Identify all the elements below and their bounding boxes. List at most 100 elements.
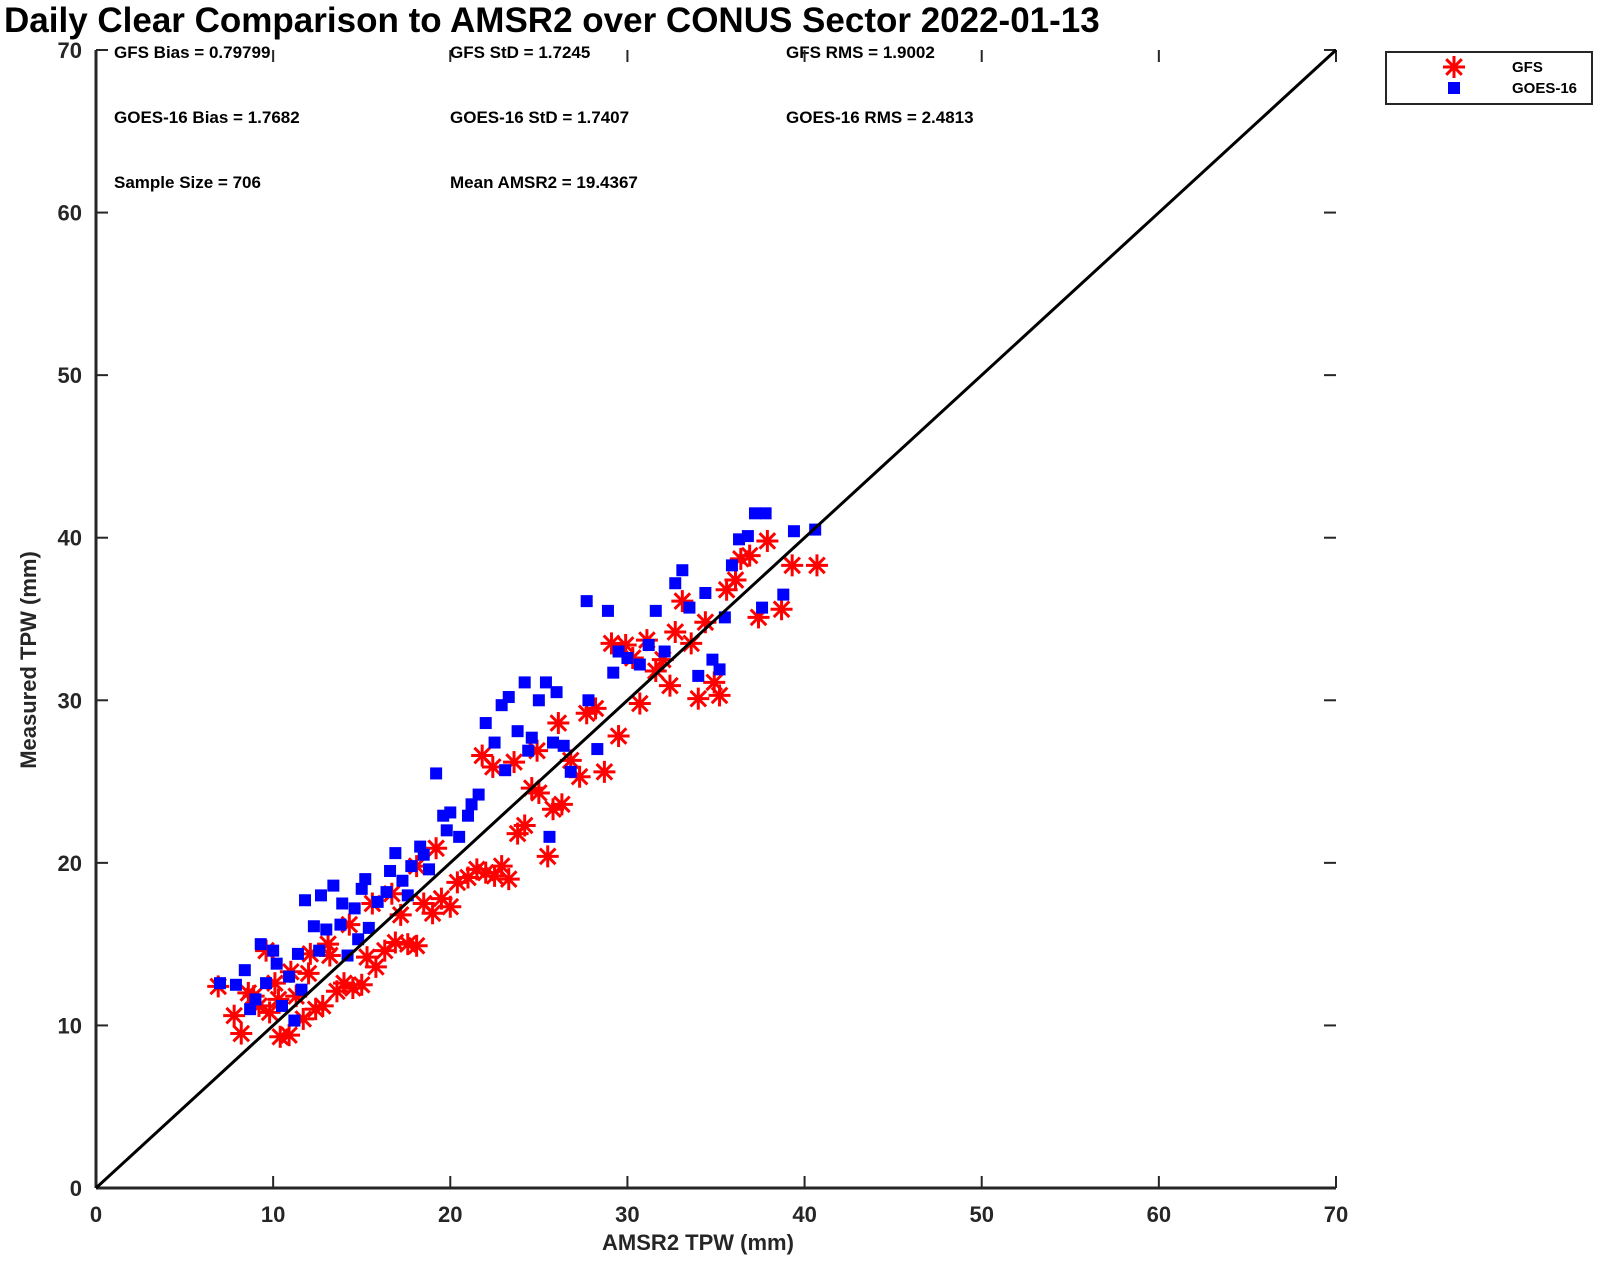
x-tick-label: 30 [615, 1202, 639, 1227]
x-tick-label: 20 [438, 1202, 462, 1227]
goes16-point [229, 978, 242, 991]
goes16-point [692, 669, 705, 682]
goes16-point [336, 897, 349, 910]
data-points-layer [207, 507, 828, 1048]
y-tick-label: 10 [58, 1013, 82, 1038]
stat-text: GOES-16 Bias = 1.7682 [114, 108, 300, 127]
goes16-point [465, 798, 478, 811]
goes16-point [355, 882, 368, 895]
goes16-point [320, 923, 333, 936]
stat-text: GOES-16 RMS = 2.4813 [786, 108, 974, 127]
y-tick-label: 60 [58, 201, 82, 226]
gfs-point [536, 845, 559, 868]
goes16-point [725, 559, 738, 572]
gfs-point [439, 895, 462, 918]
goes16-point [479, 717, 492, 730]
y-axis-ticks: 0 10 20 30 40 50 60 70 [58, 38, 1336, 1201]
goes16-point [260, 977, 273, 990]
gfs-point [364, 955, 387, 978]
goes16-point [642, 639, 655, 652]
goes16-point [759, 507, 772, 520]
x-tick-label: 70 [1324, 1202, 1348, 1227]
goes16-point [499, 764, 512, 777]
gfs-point [756, 529, 779, 552]
stat-text: Mean AMSR2 = 19.4367 [450, 173, 638, 192]
goes16-point [371, 895, 384, 908]
goes16-point [472, 788, 485, 801]
goes16-point [295, 983, 308, 996]
goes16-point [462, 809, 474, 822]
gfs-point [664, 621, 687, 644]
gfs-point [258, 1001, 281, 1024]
goes16-point [405, 860, 418, 873]
goes16-point [756, 601, 769, 614]
x-tick-label: 10 [261, 1202, 285, 1227]
gfs-point [350, 973, 373, 996]
goes16-point [249, 993, 262, 1006]
goes16-point [502, 691, 515, 704]
goes16-point [244, 1003, 257, 1016]
goes16-point [440, 824, 453, 837]
gfs-point [628, 692, 651, 715]
goes16-point [557, 739, 570, 752]
goes16-point [699, 586, 712, 599]
gfs-point [738, 544, 761, 567]
goes16-point [396, 874, 409, 887]
goes16-point [591, 743, 604, 756]
legend-box [1385, 51, 1593, 105]
y-tick-label: 30 [58, 688, 82, 713]
gfs-point [658, 674, 681, 697]
goes16-point [633, 658, 646, 671]
goes16-point [307, 920, 320, 933]
gfs-point [607, 725, 630, 748]
goes16-point [270, 957, 283, 970]
goes16-point [313, 944, 326, 957]
y-tick-label: 0 [70, 1176, 82, 1201]
gfs-point [708, 684, 731, 707]
goes16-point [582, 694, 595, 707]
legend: GFS GOES-16 [1385, 51, 1593, 105]
goes16-point [359, 873, 372, 886]
goes16-point [543, 830, 556, 843]
goes16-point [291, 947, 304, 960]
x-tick-label: 50 [969, 1202, 993, 1227]
y-axis-label: Measured TPW (mm) [16, 551, 41, 769]
goes16-point [669, 577, 682, 590]
gfs-point [687, 687, 710, 710]
legend-gfs-marker [1443, 56, 1465, 78]
goes16-point [713, 663, 726, 676]
goes16-point [564, 765, 577, 778]
x-tick-label: 60 [1147, 1202, 1171, 1227]
goes16-point [348, 902, 361, 915]
legend-label: GOES-16 [1512, 80, 1577, 97]
y-tick-label: 70 [58, 38, 82, 63]
gfs-point [781, 554, 804, 577]
goes16-point [267, 944, 280, 957]
goes16-point [601, 604, 614, 617]
gfs-point [550, 793, 573, 816]
goes16-point [276, 999, 288, 1012]
goes16-point [423, 863, 436, 876]
goes16-point [214, 977, 226, 990]
goes16-point [532, 694, 545, 707]
goes16-point [334, 918, 347, 931]
x-tick-label: 0 [90, 1202, 102, 1227]
goes16-point [787, 525, 800, 538]
stat-text: GOES-16 StD = 1.7407 [450, 108, 629, 127]
gfs-point [405, 934, 428, 957]
stat-text: GFS Bias = 0.79799 [114, 43, 270, 62]
statistics-block: GFS Bias = 0.79799 GFS StD = 1.7245 GFS RM… [114, 43, 974, 192]
goes16-point [621, 652, 634, 665]
one-to-one-line [94, 48, 1338, 1190]
chart-title: Daily Clear Comparison to AMSR2 over CON… [4, 1, 1100, 40]
gfs-point [805, 554, 828, 577]
gfs-point [311, 994, 334, 1017]
goes16-point [327, 879, 340, 892]
goes16-point [518, 676, 531, 689]
series-gfs [207, 529, 828, 1048]
goes16-point [444, 806, 457, 819]
stat-text: GFS StD = 1.7245 [450, 43, 590, 62]
goes16-point [384, 864, 397, 877]
goes16-point [288, 1014, 301, 1027]
